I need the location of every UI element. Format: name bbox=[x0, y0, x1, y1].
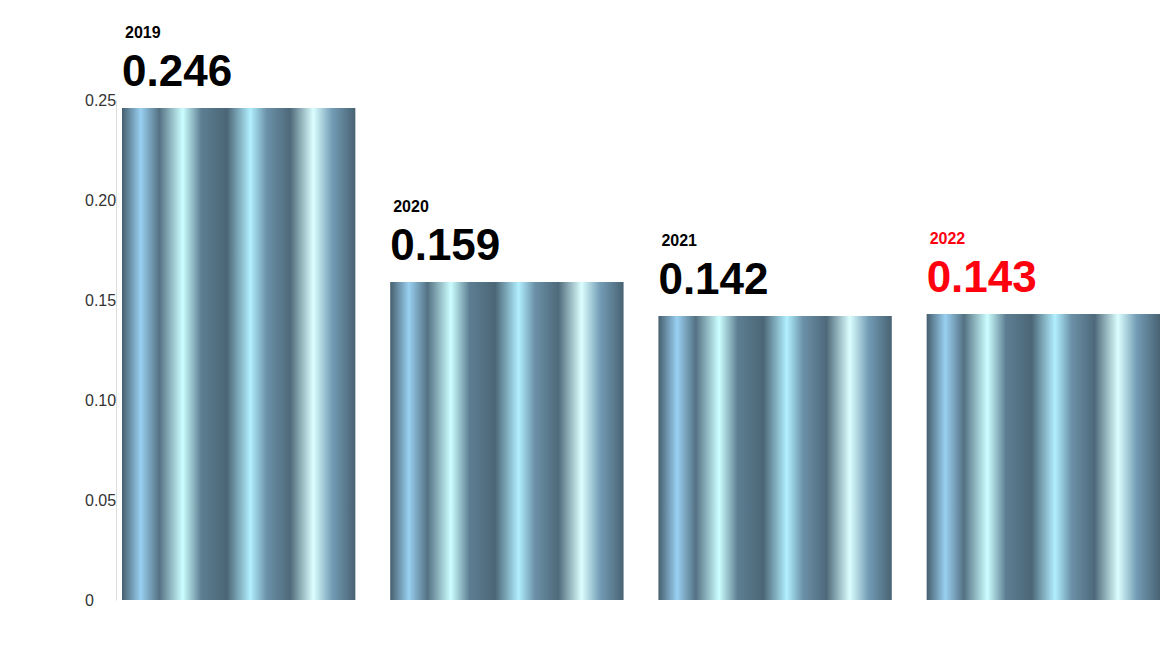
y-tick-label: 0.20 bbox=[85, 192, 116, 209]
bar bbox=[122, 108, 355, 600]
labels: 2019 0.246 2020 0.159 2021 0.142 2022 0.143 bbox=[122, 24, 1037, 303]
bar bbox=[658, 316, 891, 600]
data-label: 0.159 bbox=[390, 220, 500, 269]
bar bbox=[927, 314, 1160, 600]
y-tick: 0.05 bbox=[85, 492, 116, 509]
y-tick-label: 0.25 bbox=[85, 92, 116, 109]
category-label: 2020 bbox=[393, 198, 429, 215]
y-axis: 0 0.05 0.10 0.15 0.20 0.25 bbox=[85, 92, 117, 609]
bar bbox=[390, 282, 623, 600]
chart: 00.050.100.150.200.2520190.24620200.1592… bbox=[0, 0, 1167, 654]
y-tick: 0.25 bbox=[85, 92, 116, 109]
category-label: 2019 bbox=[125, 24, 161, 41]
y-tick-label: 0.15 bbox=[85, 292, 116, 309]
y-tick: 0.20 bbox=[85, 192, 116, 209]
y-tick-label: 0 bbox=[85, 592, 94, 609]
category-label: 2021 bbox=[661, 232, 697, 249]
y-tick: 0.10 bbox=[85, 392, 116, 409]
y-tick: 0.15 bbox=[85, 292, 116, 309]
bars bbox=[122, 108, 1160, 600]
y-axis-line bbox=[116, 101, 117, 601]
data-label: 0.142 bbox=[658, 254, 768, 303]
category-label: 2022 bbox=[930, 230, 966, 247]
y-tick-label: 0.10 bbox=[85, 392, 116, 409]
y-tick: 0 bbox=[85, 592, 116, 609]
y-tick-label: 0.05 bbox=[85, 492, 116, 509]
data-label: 0.246 bbox=[122, 46, 232, 95]
data-label: 0.143 bbox=[927, 252, 1037, 301]
